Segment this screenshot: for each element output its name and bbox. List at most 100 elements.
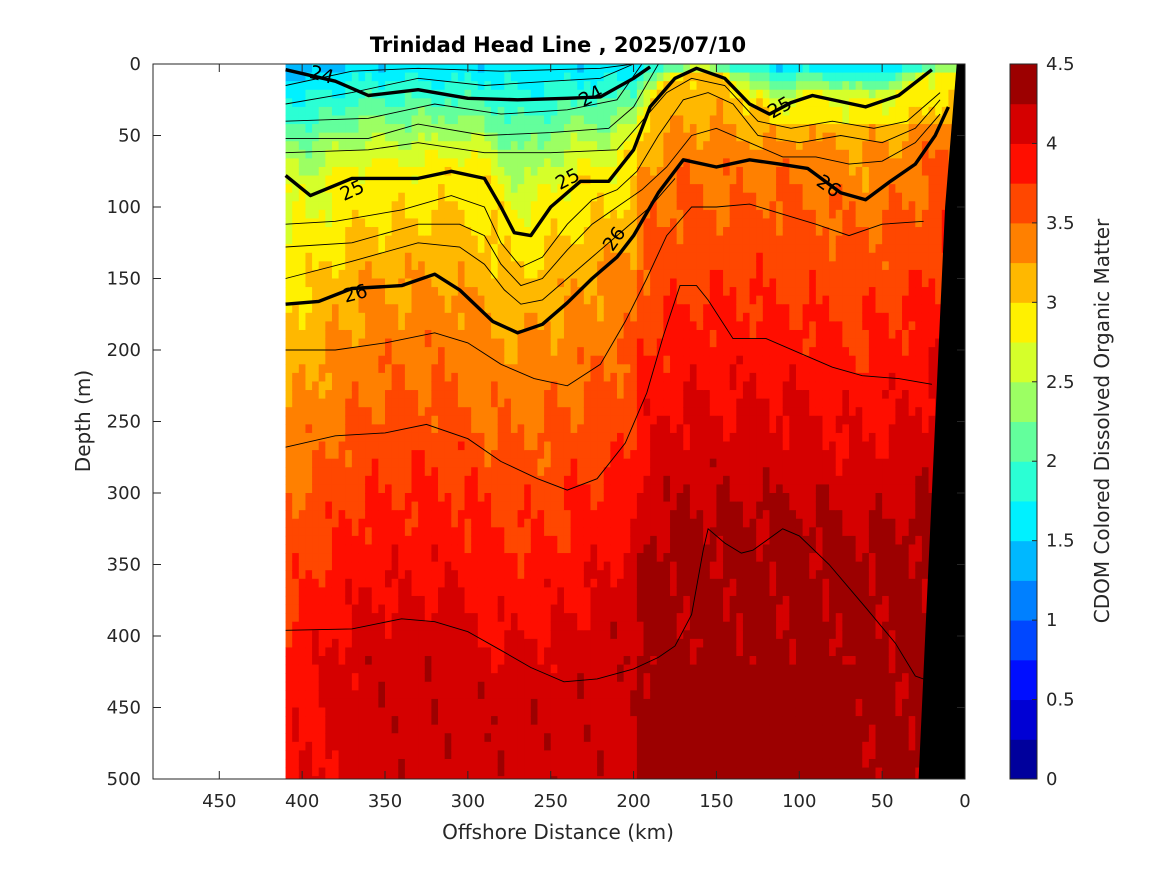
- cdom-cell: [471, 98, 479, 108]
- cdom-cell: [444, 535, 452, 546]
- cdom-cell: [636, 587, 645, 597]
- cdom-cell: [676, 244, 684, 254]
- cdom-cell: [411, 115, 419, 125]
- cdom-cell: [617, 252, 625, 262]
- cdom-cell: [610, 192, 618, 202]
- cdom-cell: [544, 166, 552, 177]
- cdom-cell: [464, 329, 472, 340]
- cdom-cell: [550, 467, 558, 477]
- cdom-cell: [570, 252, 578, 262]
- cdom-cell: [444, 355, 452, 365]
- cdom-cell: [298, 621, 307, 631]
- cdom-cell: [471, 595, 479, 606]
- cdom-cell: [385, 570, 393, 580]
- cdom-cell: [577, 758, 585, 769]
- cdom-cell: [550, 64, 558, 74]
- cdom-cell: [351, 106, 360, 117]
- cdom-cell: [530, 450, 539, 460]
- cdom-cell: [325, 415, 333, 425]
- cdom-cell: [643, 175, 651, 185]
- cdom-cell: [650, 355, 658, 365]
- cdom-cell: [537, 381, 545, 391]
- cdom-cell: [457, 475, 466, 486]
- cdom-cell: [603, 106, 611, 117]
- cdom-cell: [298, 124, 307, 134]
- cdom-cell: [544, 493, 552, 503]
- cdom-cell: [597, 724, 605, 734]
- cdom-cell: [312, 458, 320, 468]
- cdom-cell: [444, 347, 452, 357]
- cdom-cell: [351, 312, 360, 322]
- cdom-cell: [504, 338, 512, 348]
- cdom-cell: [610, 424, 618, 434]
- cdom-cell: [418, 158, 426, 168]
- cdom-cell: [312, 733, 320, 743]
- cdom-cell: [345, 544, 353, 554]
- cdom-cell: [451, 149, 459, 159]
- cdom-cell: [583, 269, 592, 280]
- cdom-cell: [630, 235, 638, 245]
- cdom-cell: [550, 535, 558, 546]
- cdom-cell: [630, 681, 638, 691]
- cdom-cell: [636, 381, 645, 391]
- cdom-cell: [491, 158, 499, 168]
- cdom-cell: [345, 312, 353, 322]
- cdom-cell: [650, 149, 658, 159]
- cdom-cell: [656, 269, 664, 280]
- cdom-cell: [398, 604, 406, 614]
- cdom-cell: [670, 544, 678, 554]
- cdom-cell: [636, 450, 645, 460]
- cdom-cell: [491, 707, 499, 717]
- cdom-cell: [371, 484, 379, 494]
- cdom-cell: [590, 295, 598, 305]
- cdom-cell: [630, 227, 638, 237]
- cdom-cell: [285, 767, 293, 777]
- cdom-cell: [338, 698, 346, 709]
- cdom-cell: [530, 278, 539, 288]
- cdom-cell: [318, 750, 326, 760]
- cdom-cell: [351, 347, 360, 357]
- cdom-cell: [457, 750, 466, 760]
- cdom-cell: [630, 553, 638, 563]
- cdom-cell: [404, 716, 413, 726]
- cdom-cell: [312, 595, 320, 606]
- cdom-cell: [457, 561, 466, 571]
- cdom-cell: [517, 707, 525, 717]
- cdom-cell: [497, 535, 505, 546]
- cdom-cell: [524, 390, 532, 400]
- cdom-cell: [398, 621, 406, 631]
- cdom-cell: [550, 304, 558, 314]
- cdom-cell: [318, 64, 326, 74]
- cdom-cell: [670, 390, 678, 400]
- cdom-cell: [643, 312, 651, 322]
- cdom-cell: [643, 287, 651, 297]
- cdom-cell: [285, 681, 293, 691]
- cdom-cell: [597, 741, 605, 751]
- cdom-cell: [318, 278, 326, 288]
- cdom-cell: [305, 312, 313, 322]
- cdom-cell: [663, 758, 671, 769]
- cdom-cell: [577, 355, 585, 365]
- cdom-cell: [325, 750, 333, 760]
- cdom-cell: [385, 681, 393, 691]
- cdom-cell: [331, 613, 340, 623]
- cdom-cell: [597, 698, 605, 709]
- cdom-cell: [530, 733, 539, 743]
- cdom-cell: [491, 535, 499, 546]
- cdom-cell: [338, 372, 346, 383]
- cdom-cell: [603, 252, 611, 262]
- cdom-cell: [464, 252, 472, 262]
- cdom-cell: [650, 287, 658, 297]
- cdom-cell: [656, 673, 664, 683]
- cdom-cell: [590, 304, 598, 314]
- cdom-cell: [510, 252, 519, 262]
- cdom-cell: [510, 81, 519, 91]
- cdom-cell: [597, 415, 605, 425]
- cdom-cell: [312, 372, 320, 383]
- cdom-cell: [365, 707, 373, 717]
- cdom-cell: [358, 106, 366, 117]
- cdom-cell: [398, 638, 406, 649]
- cdom-cell: [471, 664, 479, 674]
- cdom-cell: [371, 372, 379, 383]
- cdom-cell: [497, 741, 505, 751]
